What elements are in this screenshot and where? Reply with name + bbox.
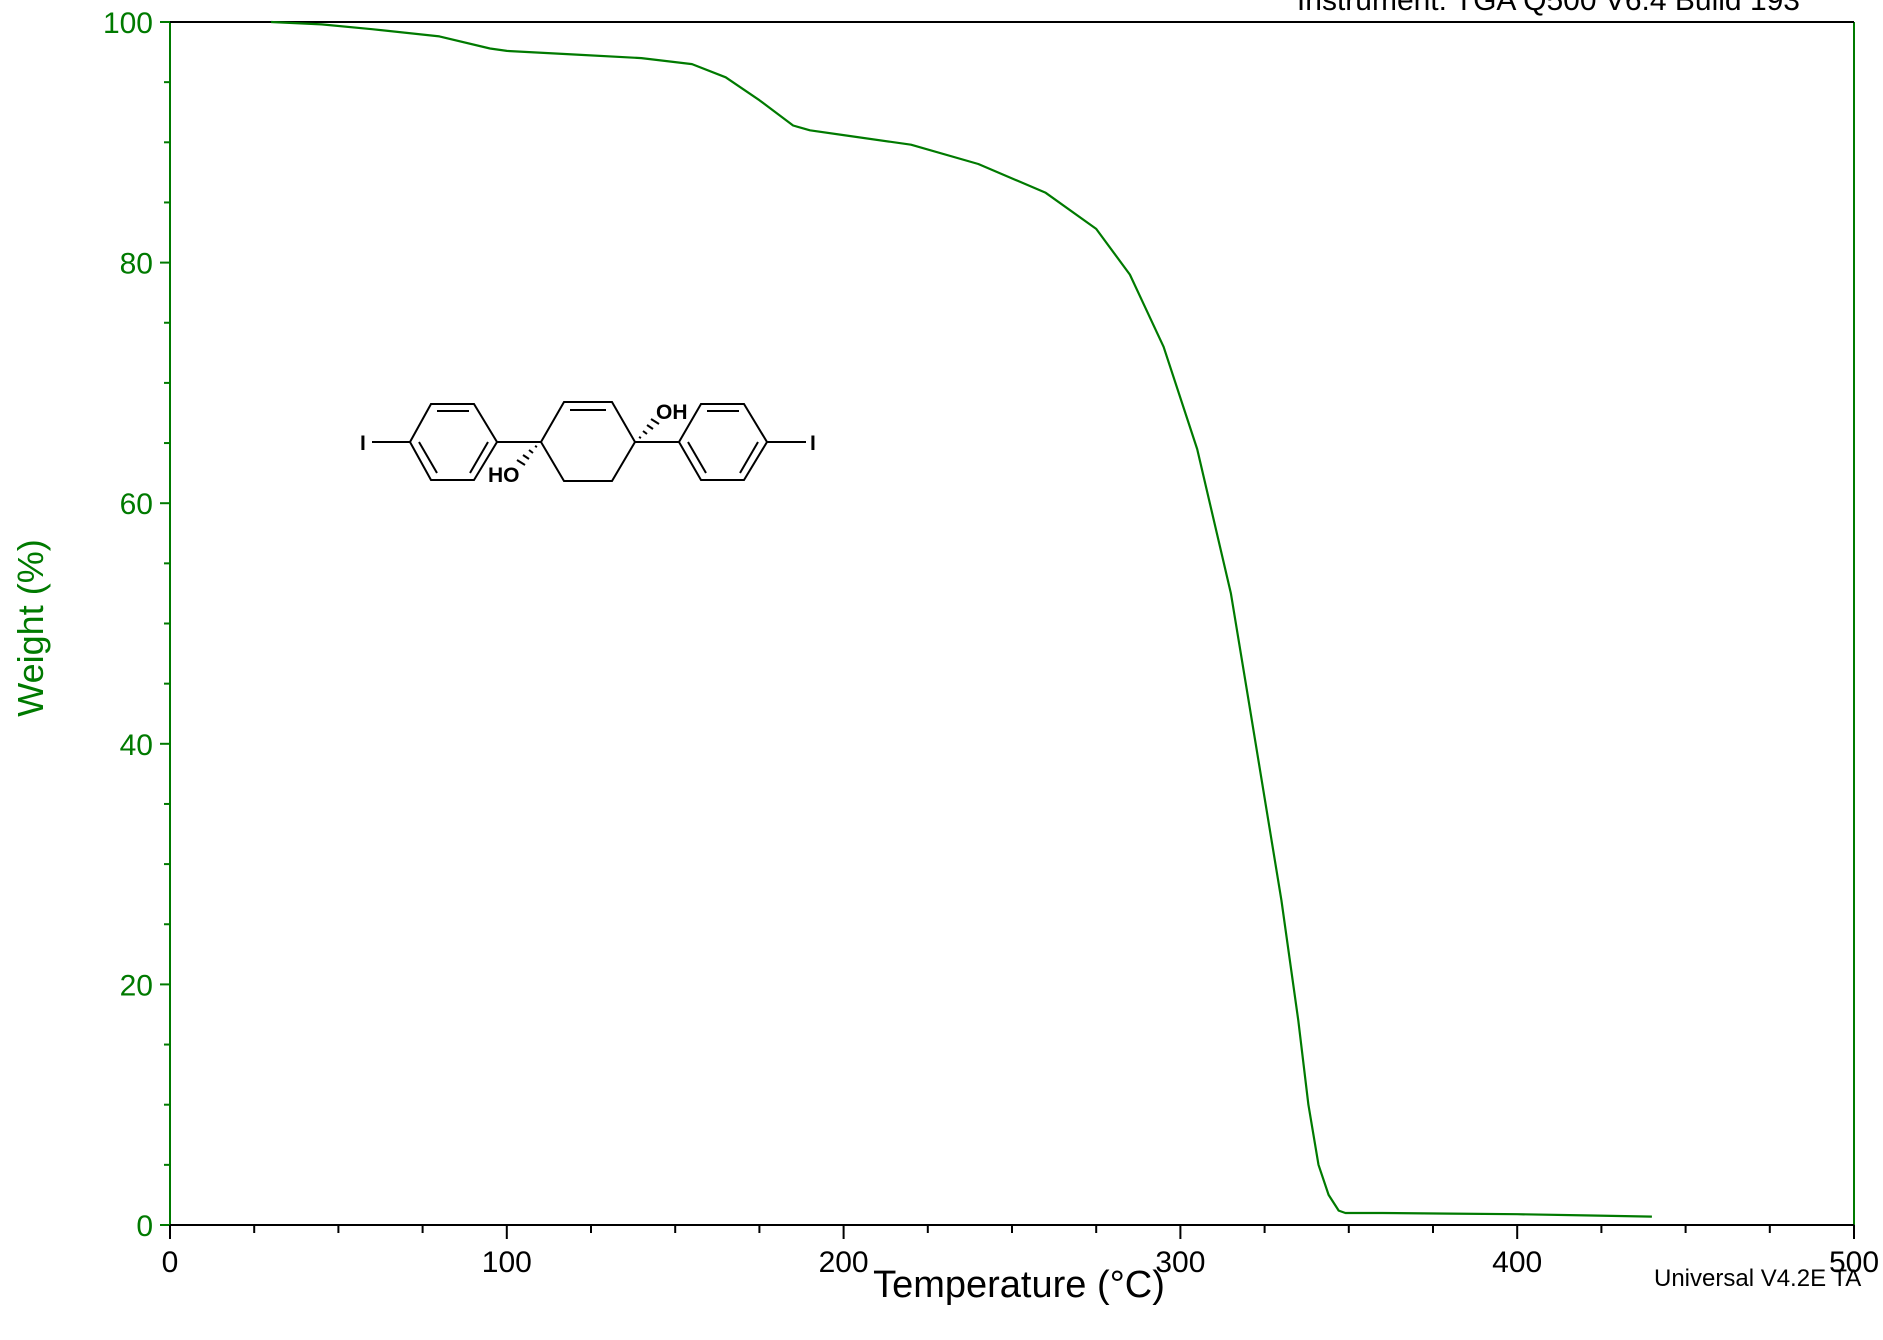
x-tick-label: 200 <box>819 1246 869 1279</box>
y-tick-label: 60 <box>120 488 153 521</box>
instrument-header: Instrument: TGA Q500 V6.4 Build 193 <box>1297 0 1800 17</box>
y-tick-label: 40 <box>120 729 153 762</box>
y-tick-label: 0 <box>136 1210 153 1243</box>
x-tick-label: 0 <box>162 1246 179 1279</box>
double-bond <box>739 441 759 474</box>
x-tick-label: 500 <box>1829 1246 1879 1279</box>
molecule-structure <box>372 401 806 482</box>
x-axis-title: Temperature (°C) <box>873 1264 1165 1306</box>
atom-hydroxyl-top: OH <box>656 401 688 424</box>
x-tick-label: 300 <box>1155 1246 1205 1279</box>
hashed-wedge-bottom <box>516 445 538 466</box>
double-bond <box>418 441 438 474</box>
y-axis-title: Weight (%) <box>10 539 51 716</box>
ticks: 0 20 40 60 80 100 0 100 200 300 400 500 <box>103 7 1879 1279</box>
axes <box>169 21 1855 1226</box>
double-bond <box>687 441 707 474</box>
atom-iodine-left: I <box>360 432 366 455</box>
x-tick-label: 400 <box>1492 1246 1542 1279</box>
series-layer <box>270 20 1652 1218</box>
cyclohexene-ring <box>539 401 637 482</box>
hashed-wedge-top <box>638 418 660 439</box>
weight-curve <box>270 20 1652 1218</box>
x-tick-label: 100 <box>482 1246 532 1279</box>
benzene-ring-right <box>677 403 769 481</box>
atom-iodine-right: I <box>810 432 816 455</box>
y-tick-label: 100 <box>103 7 153 40</box>
benzene-ring-left <box>408 403 499 481</box>
y-tick-label: 20 <box>120 969 153 1002</box>
atom-hydroxyl-bottom: HO <box>488 464 520 487</box>
y-tick-label: 80 <box>120 248 153 281</box>
double-bond <box>469 441 489 474</box>
software-footer: Universal V4.2E TA <box>1654 1265 1861 1292</box>
